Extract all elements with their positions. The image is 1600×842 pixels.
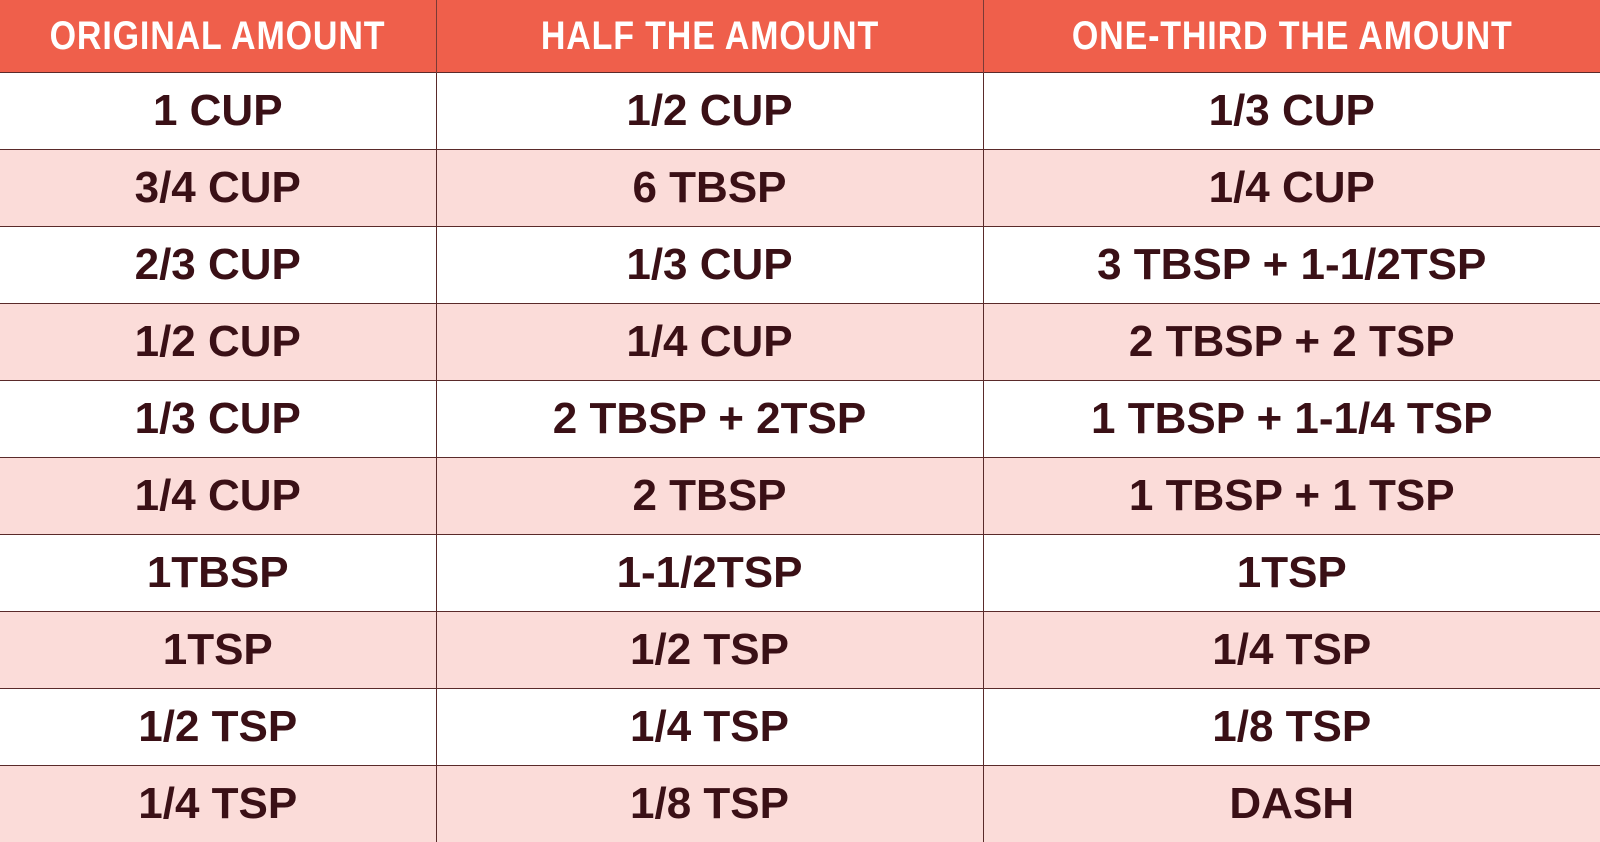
header-text: ONE-THIRD THE AMOUNT bbox=[1071, 14, 1512, 59]
table-cell: 2/3 CUP bbox=[0, 227, 436, 304]
table-cell: 1 TBSP + 1 TSP bbox=[983, 458, 1600, 535]
table-cell: 1 CUP bbox=[0, 73, 436, 150]
header-text: ORIGINAL AMOUNT bbox=[50, 14, 386, 59]
header-text: HALF THE AMOUNT bbox=[540, 14, 878, 59]
table-cell: 1/3 CUP bbox=[0, 381, 436, 458]
table-cell: 1/4 CUP bbox=[983, 150, 1600, 227]
table-cell: 6 TBSP bbox=[436, 150, 983, 227]
column-header: ORIGINAL AMOUNT bbox=[0, 0, 436, 73]
table-cell: 2 TBSP bbox=[436, 458, 983, 535]
table-cell: 1TSP bbox=[983, 535, 1600, 612]
column-header: ONE-THIRD THE AMOUNT bbox=[983, 0, 1600, 73]
table-cell: 3/4 CUP bbox=[0, 150, 436, 227]
column-header: HALF THE AMOUNT bbox=[436, 0, 983, 73]
table-cell: 2 TBSP + 2 TSP bbox=[983, 304, 1600, 381]
table-cell: 1 TBSP + 1-1/4 TSP bbox=[983, 381, 1600, 458]
table-cell: 1/2 TSP bbox=[0, 689, 436, 766]
table-cell: 1/4 CUP bbox=[436, 304, 983, 381]
table-cell: 1/2 CUP bbox=[436, 73, 983, 150]
table-cell: 1-1/2TSP bbox=[436, 535, 983, 612]
table-cell: 2 TBSP + 2TSP bbox=[436, 381, 983, 458]
table-cell: 1TBSP bbox=[0, 535, 436, 612]
table-cell: 1/2 CUP bbox=[0, 304, 436, 381]
header-row: ORIGINAL AMOUNT HALF THE AMOUNT ONE-THIRD … bbox=[0, 0, 1600, 73]
table-cell: 1/4 TSP bbox=[0, 766, 436, 842]
table-cell: 1/2 TSP bbox=[436, 612, 983, 689]
table-cell: 1/4 TSP bbox=[436, 689, 983, 766]
table-cell: 1/4 CUP bbox=[0, 458, 436, 535]
table-cell: 1TSP bbox=[0, 612, 436, 689]
table-cell: 1/3 CUP bbox=[983, 73, 1600, 150]
table-cell: 1/4 TSP bbox=[983, 612, 1600, 689]
table-cell: 1/8 TSP bbox=[983, 689, 1600, 766]
table-cell: 1/3 CUP bbox=[436, 227, 983, 304]
table-cell: 1/8 TSP bbox=[436, 766, 983, 842]
table-cell: DASH bbox=[983, 766, 1600, 842]
table-cell: 3 TBSP + 1-1/2TSP bbox=[983, 227, 1600, 304]
